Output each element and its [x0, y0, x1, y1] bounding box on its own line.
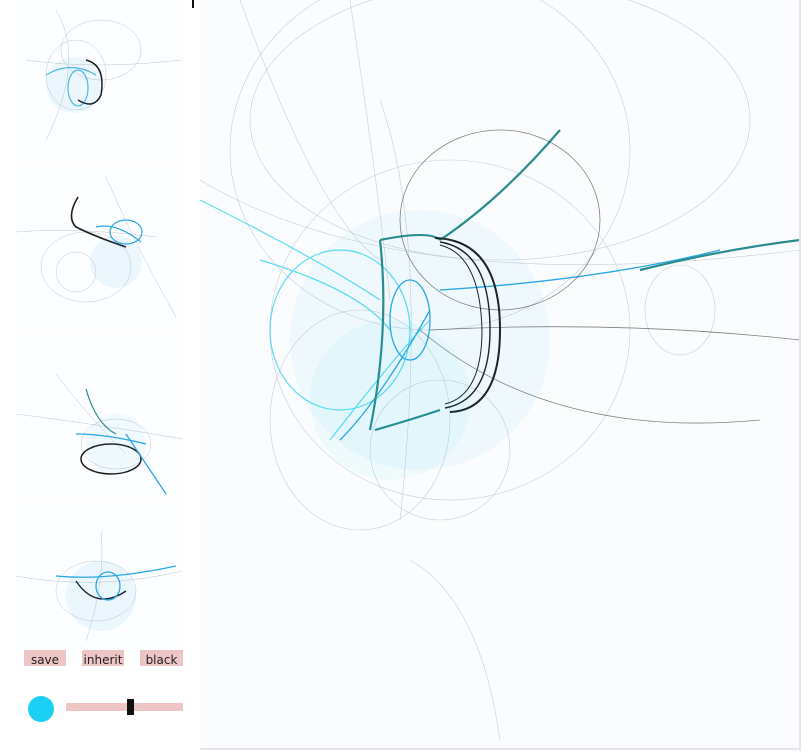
inherit-button[interactable]: inherit — [82, 650, 124, 667]
preview-thumbnail-4[interactable] — [16, 501, 183, 666]
main-canvas[interactable] — [200, 0, 800, 748]
preview-art-2 — [16, 176, 177, 318]
preview-thumbnail-3[interactable] — [16, 334, 183, 499]
preview-art-3 — [16, 373, 183, 495]
black-button[interactable]: black — [140, 650, 183, 667]
slider-track[interactable] — [66, 699, 183, 715]
preview-art-4 — [16, 530, 183, 642]
main-art — [200, 0, 800, 741]
preview-thumbnail-1[interactable] — [16, 0, 183, 165]
preview-thumbnail-2[interactable] — [16, 167, 183, 332]
slider-handle[interactable] — [127, 699, 135, 715]
cursor-marker — [192, 0, 194, 8]
save-button[interactable]: save — [24, 650, 66, 667]
preview-art-1 — [25, 9, 182, 141]
color-swatch-icon[interactable] — [28, 696, 54, 722]
canvas-right-border — [799, 0, 801, 751]
canvas-bottom-border — [200, 748, 801, 750]
